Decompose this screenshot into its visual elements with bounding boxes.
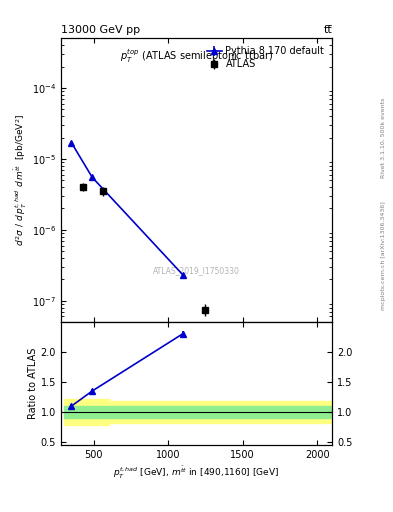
Text: Rivet 3.1.10, 500k events: Rivet 3.1.10, 500k events [381,98,386,178]
Text: $p_T^{top}$ (ATLAS semileptonic ttbar): $p_T^{top}$ (ATLAS semileptonic ttbar) [120,47,273,65]
Text: tt̅: tt̅ [323,25,332,35]
Text: ATLAS_2019_I1750330: ATLAS_2019_I1750330 [153,267,240,275]
Text: 13000 GeV pp: 13000 GeV pp [61,25,140,35]
Text: mcplots.cern.ch [arXiv:1306.3436]: mcplots.cern.ch [arXiv:1306.3436] [381,202,386,310]
Y-axis label: $d^2\sigma$ / $d\,p_T^{t,had}$ $d\,m^{\bar{t}t}$  [pb/GeV$^2$]: $d^2\sigma$ / $d\,p_T^{t,had}$ $d\,m^{\b… [13,114,29,246]
Legend: Pythia 8.170 default, ATLAS: Pythia 8.170 default, ATLAS [204,43,327,72]
Y-axis label: Ratio to ATLAS: Ratio to ATLAS [28,348,38,419]
X-axis label: $p_T^{t,had}$ [GeV], $m^{\bar{t}t}$ in [490,1160] [GeV]: $p_T^{t,had}$ [GeV], $m^{\bar{t}t}$ in [… [113,464,280,481]
